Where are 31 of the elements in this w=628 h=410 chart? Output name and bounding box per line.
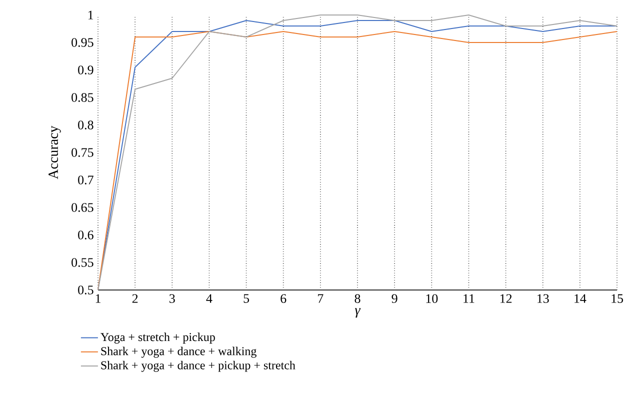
x-tick-label: 15	[612, 294, 624, 303]
legend-label: Shark + yoga + dance + walking	[101, 346, 256, 358]
x-tick-label: 1	[96, 294, 100, 303]
y-axis-title: Accuracy	[48, 126, 61, 180]
y-tick-label: 0.5	[78, 286, 94, 294]
legend-label: Yoga + stretch + pickup	[100, 332, 215, 344]
y-tick-label: 0.7	[78, 176, 94, 184]
y-tick-label: 0.9	[78, 66, 94, 74]
legend-label: Shark + yoga + dance + pickup + stretch	[101, 360, 296, 372]
x-tick-label: 7	[318, 294, 324, 303]
x-tick-label: 5	[244, 294, 250, 303]
x-tick-label: 3	[170, 294, 175, 303]
y-tick-label: 0.6	[78, 230, 94, 240]
y-tick-label: 0.85	[72, 93, 94, 102]
y-tick-label: 0.95	[72, 38, 94, 47]
x-tick-label: 11	[464, 294, 474, 303]
y-tick-label: 1	[88, 10, 94, 20]
x-tick-label: 13	[538, 294, 549, 303]
x-tick-label: 4	[206, 294, 212, 303]
x-tick-label: 14	[574, 294, 586, 303]
x-tick-label: 12	[500, 294, 512, 303]
x-tick-label: 6	[280, 294, 286, 303]
x-tick-label: 2	[132, 294, 138, 303]
y-tick-label: 0.75	[72, 148, 94, 157]
x-tick-label: 8	[354, 294, 360, 303]
x-axis-title: γ	[354, 308, 361, 318]
y-tick-label: 0.8	[78, 120, 94, 130]
y-tick-label: 0.55	[72, 258, 94, 267]
x-tick-label: 10	[426, 294, 438, 303]
y-tick-label: 0.65	[72, 203, 94, 212]
x-tick-label: 9	[392, 294, 398, 303]
